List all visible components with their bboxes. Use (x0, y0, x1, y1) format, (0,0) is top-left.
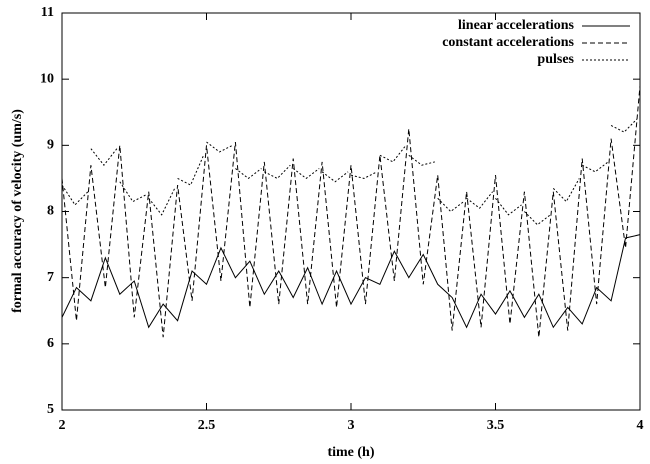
x-tick-label: 4 (637, 418, 644, 433)
plot-frame (61, 12, 641, 411)
x-tick-label: 2.5 (198, 418, 216, 433)
legend-label: constant accelerations (442, 35, 574, 50)
x-tick-label: 3 (348, 418, 355, 433)
x-axis-label: time (h) (327, 445, 374, 460)
y-tick-label: 9 (47, 138, 54, 153)
y-tick-label: 6 (47, 336, 54, 351)
legend-label: linear accelerations (458, 18, 575, 33)
series-line (61, 85, 641, 338)
y-tick-label: 10 (40, 71, 54, 86)
y-tick-label: 8 (47, 204, 54, 219)
y-tick-label: 7 (47, 270, 54, 285)
y-tick-label: 11 (41, 5, 54, 20)
series-line (61, 118, 638, 226)
x-tick-label: 2 (59, 418, 66, 433)
y-axis-label: formal accuracy of velocity (um/s) (10, 109, 25, 313)
legend-label: pulses (537, 52, 574, 67)
x-tick-label: 3.5 (487, 418, 505, 433)
y-tick-label: 5 (47, 402, 54, 417)
series-line (61, 234, 641, 329)
